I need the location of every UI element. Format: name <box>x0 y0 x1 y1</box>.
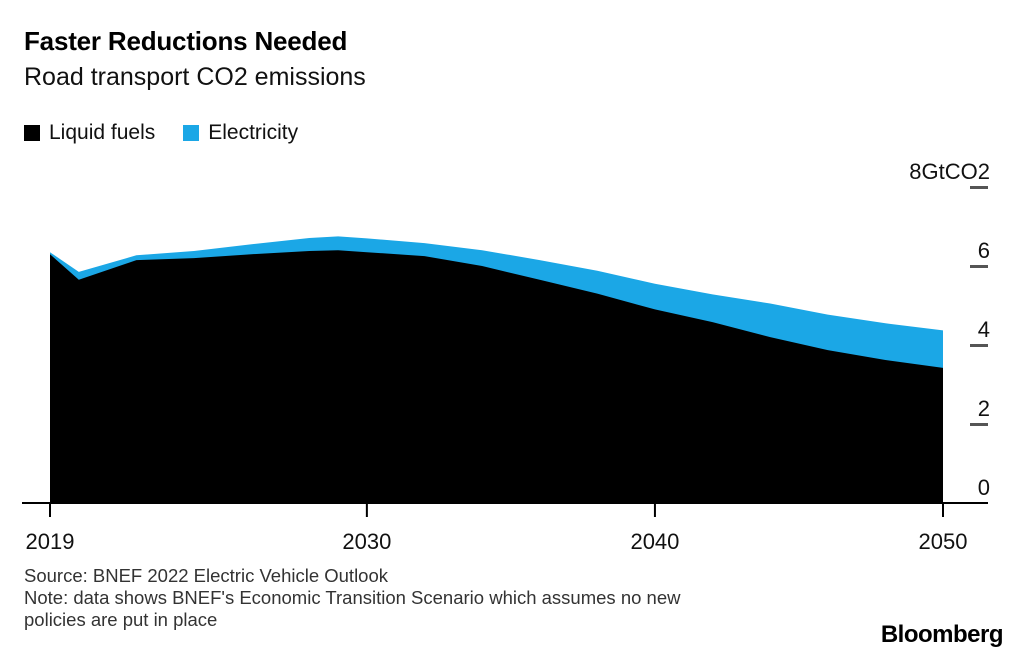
chart-legend: Liquid fuels Electricity <box>24 121 298 145</box>
y-tick-dash <box>970 344 988 347</box>
x-tick-label: 2040 <box>630 529 679 554</box>
x-tick-label: 2030 <box>342 529 391 554</box>
y-tick-dash <box>970 186 988 189</box>
chart-title: Faster Reductions Needed <box>24 26 348 56</box>
y-tick-label: 4 <box>978 317 990 342</box>
note-lines: Note: data shows BNEF's Economic Transit… <box>24 587 680 631</box>
legend-label-electricity: Electricity <box>208 121 299 144</box>
y-tick-label: 2 <box>978 396 990 421</box>
chart-footnotes: Source: BNEF 2022 Electric Vehicle Outlo… <box>24 565 680 631</box>
liquid-fuels-area <box>50 250 943 503</box>
x-tick-label: 2050 <box>919 529 968 554</box>
note-line: Note: data shows BNEF's Economic Transit… <box>24 587 681 608</box>
liquid-fuels-swatch-icon <box>24 125 40 141</box>
chart-header: Faster Reductions Needed Road transport … <box>24 26 366 92</box>
y-tick-label: 8GtCO2 <box>909 159 990 184</box>
y-tick-dash <box>970 423 988 426</box>
electricity-swatch-icon <box>183 125 200 141</box>
legend-item-liquid-fuels: Liquid fuels <box>24 121 155 145</box>
legend-item-electricity: Electricity <box>183 121 298 145</box>
note-line: policies are put in place <box>24 609 218 630</box>
y-tick-dash <box>970 265 988 268</box>
x-tick-label: 2019 <box>26 529 75 554</box>
source-line: Source: BNEF 2022 Electric Vehicle Outlo… <box>24 565 389 586</box>
y-tick-label: 6 <box>978 238 990 263</box>
legend-label-liquid-fuels: Liquid fuels <box>49 121 156 144</box>
bloomberg-logo: Bloomberg <box>880 621 1004 648</box>
chart-subtitle: Road transport CO2 emissions <box>24 63 366 91</box>
y-tick-label: 0 <box>978 475 990 500</box>
